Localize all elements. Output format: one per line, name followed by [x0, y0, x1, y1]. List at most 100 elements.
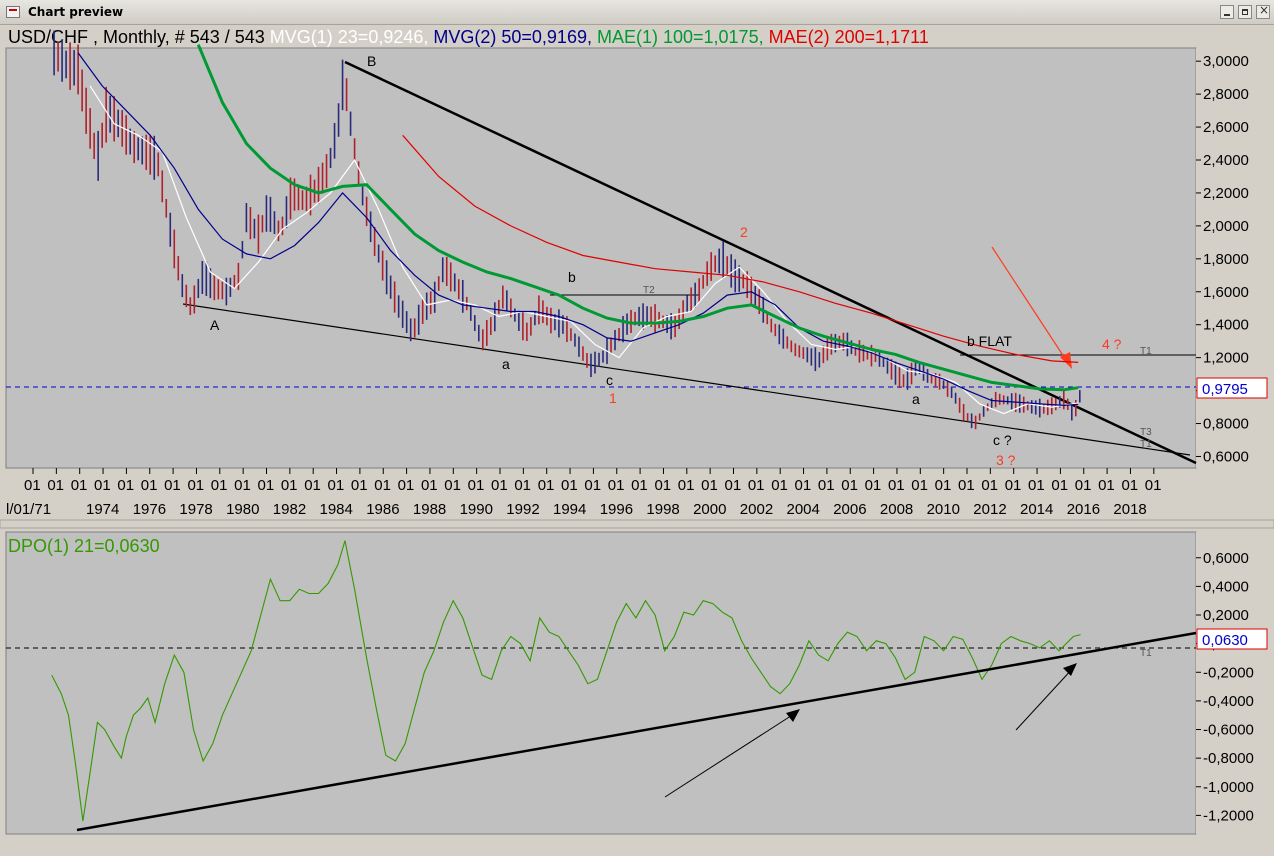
x-month-label: 01 [1051, 477, 1068, 494]
x-month-label: 01 [351, 477, 368, 494]
x-year-label: 1992 [506, 501, 539, 518]
x-month-label: 01 [258, 477, 275, 494]
x-month-label: 01 [654, 477, 671, 494]
window-title: Chart preview [28, 5, 124, 19]
x-month-label: 01 [211, 477, 228, 494]
x-month-label: 01 [421, 477, 438, 494]
series-line [89, 85, 1079, 415]
y-tick-label: 2,0000 [1203, 218, 1249, 235]
panel-splitter[interactable] [0, 519, 1274, 529]
x-month-label: 01 [514, 477, 531, 494]
x-month-label: 01 [71, 477, 88, 494]
x-year-label: 1998 [646, 501, 679, 518]
x-month-label: 01 [374, 477, 391, 494]
red-arrow-head [1060, 352, 1072, 369]
x-year-label: 2018 [1113, 501, 1146, 518]
x-month-label: 01 [304, 477, 321, 494]
label-T2: T2 [643, 285, 655, 296]
x-month-label: 01 [911, 477, 928, 494]
series-line [77, 52, 1079, 407]
moving-average-lines [77, 44, 1079, 415]
y-tick-label: -0,6000 [1203, 722, 1254, 739]
x-year-label: 1982 [273, 501, 306, 518]
x-month-label: 01 [748, 477, 765, 494]
x-month-label: 01 [1098, 477, 1115, 494]
y-tick-label: 1,4000 [1203, 317, 1249, 334]
y-tick-label: 1,2000 [1203, 350, 1249, 367]
label-A: A [210, 317, 220, 333]
price-y-ticks: 3,0000 2,8000 2,6000 2,4000 2,2000 2,0000 1,80… [1196, 53, 1249, 465]
x-year-label: 1978 [179, 501, 212, 518]
label-a-second: a [912, 391, 920, 407]
x-month-label: 01 [981, 477, 998, 494]
x-year-label: 2006 [833, 501, 866, 518]
y-tick-label: -1,0000 [1203, 779, 1254, 796]
arrow-1-head [786, 709, 800, 722]
price-legend: USD/CHF , Monthly, # 543 / 543 MVG(1) 23… [8, 27, 929, 47]
time-axis: 01 01 01 01 01 01 01 01 01 01 01 01 01 01 01 01 01 01 01 01… [24, 468, 1161, 518]
current-price-value: 0,9795 [1202, 381, 1248, 398]
x-year-label: 1990 [460, 501, 493, 518]
x-month-label: 01 [444, 477, 461, 494]
x-month-label: 01 [187, 477, 204, 494]
arrow-2-head [1063, 663, 1077, 676]
x-month-label: 01 [47, 477, 64, 494]
maximize-button[interactable] [1238, 5, 1252, 19]
red-arrow-line [991, 246, 1067, 361]
window-titlebar[interactable]: Chart preview [0, 0, 1274, 25]
x-month-label: 01 [795, 477, 812, 494]
dpo-axis [1196, 532, 1272, 834]
x-month-label: 01 [1075, 477, 1092, 494]
series-line [196, 44, 1079, 392]
label-T1-lower: T1 [1140, 439, 1152, 450]
x-year-label: 2014 [1020, 501, 1053, 518]
resistance-trendline [344, 60, 1197, 465]
x-month-label: 01 [865, 477, 882, 494]
x-month-label: 01 [608, 477, 625, 494]
x-year-label: 2004 [787, 501, 820, 518]
dpo-trendline [76, 631, 1197, 832]
arrow-1-line [664, 711, 798, 798]
x-month-label: 01 [771, 477, 788, 494]
horizontal-scrollbar[interactable] [0, 836, 1274, 856]
legend-item-2: MVG(2) 50=0,9169, [428, 27, 592, 47]
x-year-label: 1984 [320, 501, 353, 518]
x-year-label: 2012 [973, 501, 1006, 518]
label-T3: T3 [1140, 427, 1152, 438]
label-b: b [568, 269, 576, 285]
x-month-label: 01 [841, 477, 858, 494]
x-month-label: 01 [1005, 477, 1022, 494]
label-a: a [502, 356, 510, 372]
y-tick-label: 0,6000 [1203, 550, 1249, 567]
dpo-guides: T1 [76, 631, 1197, 832]
price-guides [6, 60, 1197, 465]
support-trendline [182, 303, 1191, 456]
x-month-label: 01 [398, 477, 415, 494]
minimize-button[interactable] [1220, 5, 1234, 19]
x-month-label: 01 [117, 477, 134, 494]
x-year-label: 1976 [133, 501, 166, 518]
y-tick-label: -0,4000 [1203, 693, 1254, 710]
y-tick-label: 0,8000 [1203, 416, 1249, 433]
x-month-label: 01 [94, 477, 111, 494]
dpo-legend: DPO(1) 21=0,0630 [8, 536, 160, 556]
x-month-label: 01 [561, 477, 578, 494]
dpo-panel [5, 531, 1197, 835]
close-button[interactable] [1256, 3, 1270, 19]
axis-start-label: l/01/71 [6, 501, 51, 518]
x-month-label: 01 [888, 477, 905, 494]
y-tick-label: 3,0000 [1203, 53, 1249, 70]
x-month-label: 01 [468, 477, 485, 494]
x-year-label: 2000 [693, 501, 726, 518]
y-tick-label: -0,8000 [1203, 750, 1254, 767]
chart-app-icon [6, 6, 20, 18]
x-year-label: 2008 [880, 501, 913, 518]
x-year-label: 2010 [927, 501, 960, 518]
label-B: B [367, 53, 376, 69]
arrow-2-line [1015, 666, 1075, 731]
label-wave-2: 2 [740, 224, 748, 240]
y-tick-label: 1,6000 [1203, 284, 1249, 301]
y-tick-label: 0,6000 [1203, 448, 1249, 465]
x-month-label: 01 [818, 477, 835, 494]
x-year-label: 1988 [413, 501, 446, 518]
